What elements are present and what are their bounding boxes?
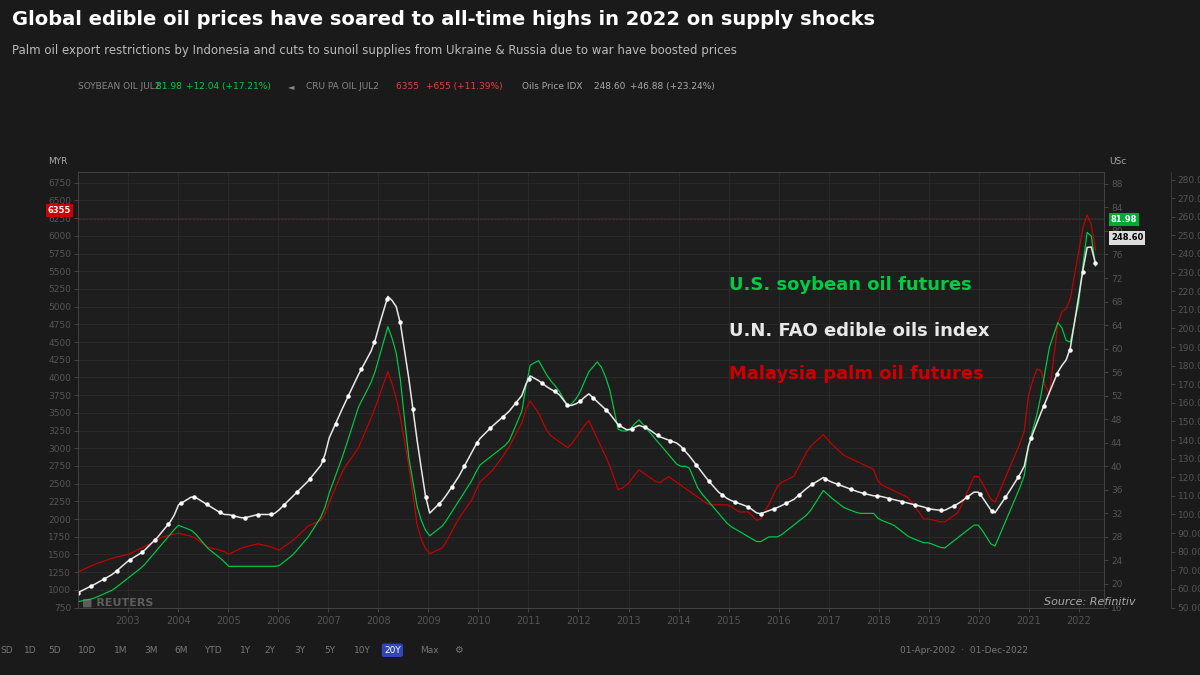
Text: ◄: ◄ [288,82,294,91]
Text: 5D: 5D [48,646,61,655]
Text: 6355: 6355 [48,206,71,215]
Text: 10D: 10D [78,646,96,655]
Text: USc: USc [1109,157,1127,165]
Text: 81.98: 81.98 [1111,215,1138,224]
Text: 3Y: 3Y [294,646,305,655]
Text: 1D: 1D [24,646,37,655]
Text: MYR: MYR [48,157,67,165]
Text: U.S. soybean oil futures: U.S. soybean oil futures [728,276,971,294]
Text: 248.60: 248.60 [594,82,629,91]
Text: ■ REUTERS: ■ REUTERS [82,597,152,608]
Text: 6355: 6355 [396,82,422,91]
Text: +655 (+11.39%): +655 (+11.39%) [426,82,503,91]
Text: 2Y: 2Y [264,646,275,655]
Text: YTD: YTD [204,646,222,655]
Text: 20Y: 20Y [384,646,401,655]
Text: Palm oil export restrictions by Indonesia and cuts to sunoil supplies from Ukrai: Palm oil export restrictions by Indonesi… [12,44,737,57]
Text: 5Y: 5Y [324,646,335,655]
Text: 81.98: 81.98 [156,82,185,91]
Text: Source: Refinitiv: Source: Refinitiv [1044,597,1135,608]
Text: +46.88 (+23.24%): +46.88 (+23.24%) [630,82,715,91]
Text: 6M: 6M [174,646,187,655]
Text: 1Y: 1Y [240,646,251,655]
Text: Malaysia palm oil futures: Malaysia palm oil futures [728,365,983,383]
Text: +12.04 (+17.21%): +12.04 (+17.21%) [186,82,271,91]
Text: SD: SD [0,646,13,655]
Text: Global edible oil prices have soared to all-time highs in 2022 on supply shocks: Global edible oil prices have soared to … [12,10,875,29]
Text: 1M: 1M [114,646,127,655]
Text: SOYBEAN OIL JUL2: SOYBEAN OIL JUL2 [78,82,163,91]
Text: 01-Apr-2002  ·  01-Dec-2022: 01-Apr-2002 · 01-Dec-2022 [900,646,1028,655]
Text: CRU PA OIL JUL2: CRU PA OIL JUL2 [306,82,382,91]
Text: 10Y: 10Y [354,646,371,655]
Text: Oils Price IDX: Oils Price IDX [522,82,586,91]
Text: U.N. FAO edible oils index: U.N. FAO edible oils index [728,323,989,340]
Text: ⚙: ⚙ [454,645,462,655]
Text: 248.60: 248.60 [1111,234,1144,242]
Text: 3M: 3M [144,646,157,655]
Text: Max: Max [420,646,439,655]
